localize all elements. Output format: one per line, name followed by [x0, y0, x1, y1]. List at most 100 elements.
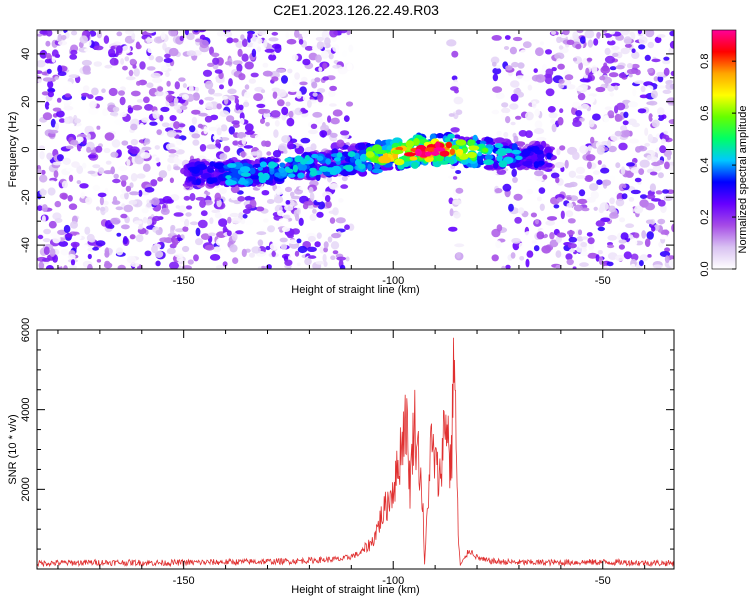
heatmap-noise-blob [223, 145, 231, 153]
heatmap-noise-blob [237, 48, 243, 58]
heatmap-noise-blob [278, 218, 289, 223]
heatmap-noise-blob [565, 210, 574, 218]
heatmap-noise-blob [154, 91, 165, 97]
heatmap-noise-blob [214, 192, 222, 201]
heatmap-noise-blob [515, 115, 522, 120]
heatmap-noise-blob [236, 132, 247, 139]
heatmap-noise-blob [226, 37, 234, 44]
heatmap-signal-blob [447, 133, 455, 139]
heatmap-noise-blob [308, 129, 318, 135]
heatmap-noise-blob [300, 137, 311, 144]
heatmap-signal-blob [521, 149, 531, 157]
heatmap-signal-blob [287, 173, 296, 178]
heatmap-signal-blob [284, 157, 292, 163]
heatmap-noise-blob [639, 159, 650, 168]
heatmap-noise-blob [622, 99, 631, 105]
heatmap-noise-blob [455, 109, 463, 115]
heatmap-signal-blob [239, 166, 251, 173]
heatmap-noise-blob [651, 115, 660, 120]
heatmap-noise-blob [168, 47, 179, 57]
heatmap-noise-blob [79, 35, 89, 44]
heatmap-noise-blob [630, 167, 641, 174]
heatmap-noise-blob [454, 88, 459, 94]
heatmap-noise-blob [288, 239, 299, 245]
heatmap-noise-blob [253, 264, 258, 269]
heatmap-noise-blob [501, 107, 511, 114]
heatmap-signal-blob [232, 162, 243, 170]
heatmap-noise-blob [657, 107, 665, 116]
heatmap-noise-blob [512, 176, 518, 183]
heatmap-signal-blob [456, 148, 464, 155]
heatmap-noise-blob [587, 252, 598, 259]
heatmap-noise-blob [139, 122, 145, 132]
heatmap-noise-blob [163, 58, 173, 63]
heatmap-noise-blob [501, 102, 509, 108]
heatmap-signal-blob [213, 162, 225, 170]
heatmap-noise-blob [327, 115, 332, 123]
heatmap-noise-blob [191, 133, 201, 139]
heatmap-noise-blob [558, 79, 565, 84]
heatmap-noise-blob [502, 183, 512, 192]
heatmap-noise-blob [649, 171, 658, 176]
heatmap-noise-blob [631, 51, 640, 59]
heatmap-signal-blob [357, 142, 366, 151]
heatmap-noise-blob [241, 137, 247, 146]
heatmap-signal-blob [189, 176, 196, 182]
heatmap-signal-blob [461, 147, 468, 154]
heatmap-noise-blob [620, 47, 630, 55]
heatmap-noise-blob [256, 46, 262, 53]
heatmap-noise-blob [609, 66, 617, 71]
heatmap-noise-blob [257, 239, 264, 247]
y-tick-label: 0 [20, 146, 32, 152]
heatmap-noise-blob [536, 231, 545, 240]
heatmap-noise-blob [456, 252, 461, 259]
heatmap-signal-blob [483, 137, 494, 144]
heatmap-noise-blob [572, 119, 582, 127]
heatmap-noise-blob [54, 122, 60, 131]
heatmap-signal-blob [430, 151, 440, 156]
heatmap-noise-blob [599, 202, 609, 211]
heatmap-noise-blob [277, 89, 287, 98]
heatmap-noise-blob [450, 127, 460, 133]
heatmap-noise-blob [51, 49, 59, 58]
heatmap-noise-blob [186, 205, 193, 210]
heatmap-noise-blob [495, 92, 505, 100]
heatmap-noise-blob [593, 38, 599, 46]
heatmap-noise-blob [663, 130, 668, 135]
heatmap-noise-blob [47, 187, 56, 196]
heatmap-noise-blob [115, 247, 124, 256]
heatmap-noise-blob [634, 80, 645, 84]
heatmap-noise-blob [200, 233, 210, 241]
heatmap-noise-blob [182, 245, 190, 253]
heatmap-noise-blob [99, 206, 106, 212]
heatmap-noise-blob [509, 103, 519, 110]
heatmap-noise-blob [63, 224, 71, 234]
heatmap-noise-blob [42, 112, 53, 121]
heatmap-noise-blob [614, 85, 619, 91]
heatmap-noise-blob [152, 110, 159, 119]
heatmap-noise-blob [634, 177, 642, 183]
heatmap-noise-blob [223, 31, 233, 38]
heatmap-noise-blob [67, 195, 73, 202]
heatmap-noise-blob [661, 114, 667, 119]
heatmap-noise-blob [600, 167, 610, 174]
heatmap-noise-blob [143, 96, 150, 104]
heatmap-noise-blob [67, 254, 76, 260]
heatmap-noise-blob [668, 259, 674, 268]
heatmap-noise-blob [596, 179, 603, 185]
heatmap-noise-blob [146, 82, 154, 88]
heatmap-noise-blob [162, 196, 172, 204]
heatmap-noise-blob [114, 118, 125, 126]
heatmap-noise-blob [632, 88, 637, 97]
heatmap-noise-blob [71, 161, 80, 168]
heatmap-noise-blob [624, 212, 631, 217]
heatmap-noise-blob [38, 145, 45, 150]
heatmap-noise-blob [510, 252, 516, 259]
heatmap-noise-blob [231, 232, 238, 241]
heatmap-peak-blob [374, 149, 387, 155]
heatmap-noise-blob [249, 192, 258, 198]
heatmap-noise-blob [295, 90, 302, 99]
heatmap-noise-blob [75, 234, 82, 240]
heatmap-noise-blob [510, 80, 520, 88]
heatmap-noise-blob [588, 243, 594, 251]
